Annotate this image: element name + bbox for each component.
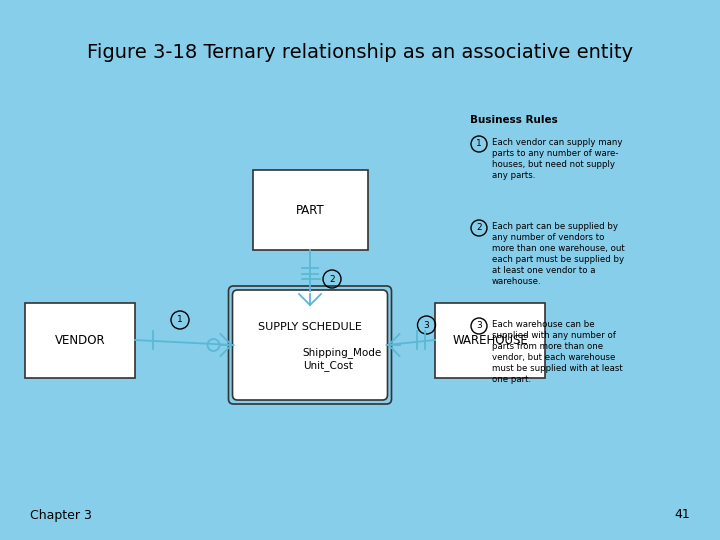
Text: at least one vendor to a: at least one vendor to a (492, 266, 595, 275)
Bar (435, 302, 545, 377)
Text: vendor, but each warehouse: vendor, but each warehouse (492, 353, 616, 362)
Bar (25, 302, 135, 377)
Text: 1: 1 (476, 139, 482, 148)
Text: 2: 2 (476, 224, 482, 233)
Text: Each warehouse can be: Each warehouse can be (492, 320, 595, 329)
Text: SUPPLY SCHEDULE: SUPPLY SCHEDULE (258, 322, 362, 332)
Text: one part.: one part. (492, 375, 531, 384)
Text: more than one warehouse, out: more than one warehouse, out (492, 244, 625, 253)
Text: 2: 2 (329, 274, 335, 284)
Text: WAREHOUSE: WAREHOUSE (452, 334, 528, 347)
Text: Shipping_Mode: Shipping_Mode (302, 348, 382, 359)
Bar (253, 170, 367, 250)
Text: VENDOR: VENDOR (55, 334, 105, 347)
Text: any number of vendors to: any number of vendors to (492, 233, 604, 242)
Text: 1: 1 (177, 315, 183, 325)
Text: parts from more than one: parts from more than one (492, 342, 603, 351)
Text: each part must be supplied by: each part must be supplied by (492, 255, 624, 264)
Text: Each vendor can supply many: Each vendor can supply many (492, 138, 623, 147)
Text: 3: 3 (476, 321, 482, 330)
FancyBboxPatch shape (233, 290, 387, 400)
Text: parts to any number of ware-: parts to any number of ware- (492, 149, 618, 158)
Text: Chapter 3: Chapter 3 (30, 509, 92, 522)
Text: 3: 3 (423, 321, 429, 329)
Text: Unit_Cost: Unit_Cost (302, 361, 353, 372)
Text: Each part can be supplied by: Each part can be supplied by (492, 222, 618, 231)
Text: supplied with any number of: supplied with any number of (492, 331, 616, 340)
Text: 41: 41 (674, 509, 690, 522)
Text: warehouse.: warehouse. (492, 277, 541, 286)
Text: any parts.: any parts. (492, 171, 536, 180)
Text: must be supplied with at least: must be supplied with at least (492, 364, 623, 373)
Text: Figure 3-18 Ternary relationship as an associative entity: Figure 3-18 Ternary relationship as an a… (87, 43, 633, 62)
Text: houses, but need not supply: houses, but need not supply (492, 160, 615, 169)
Text: Business Rules: Business Rules (470, 115, 558, 125)
Text: PART: PART (296, 204, 325, 217)
